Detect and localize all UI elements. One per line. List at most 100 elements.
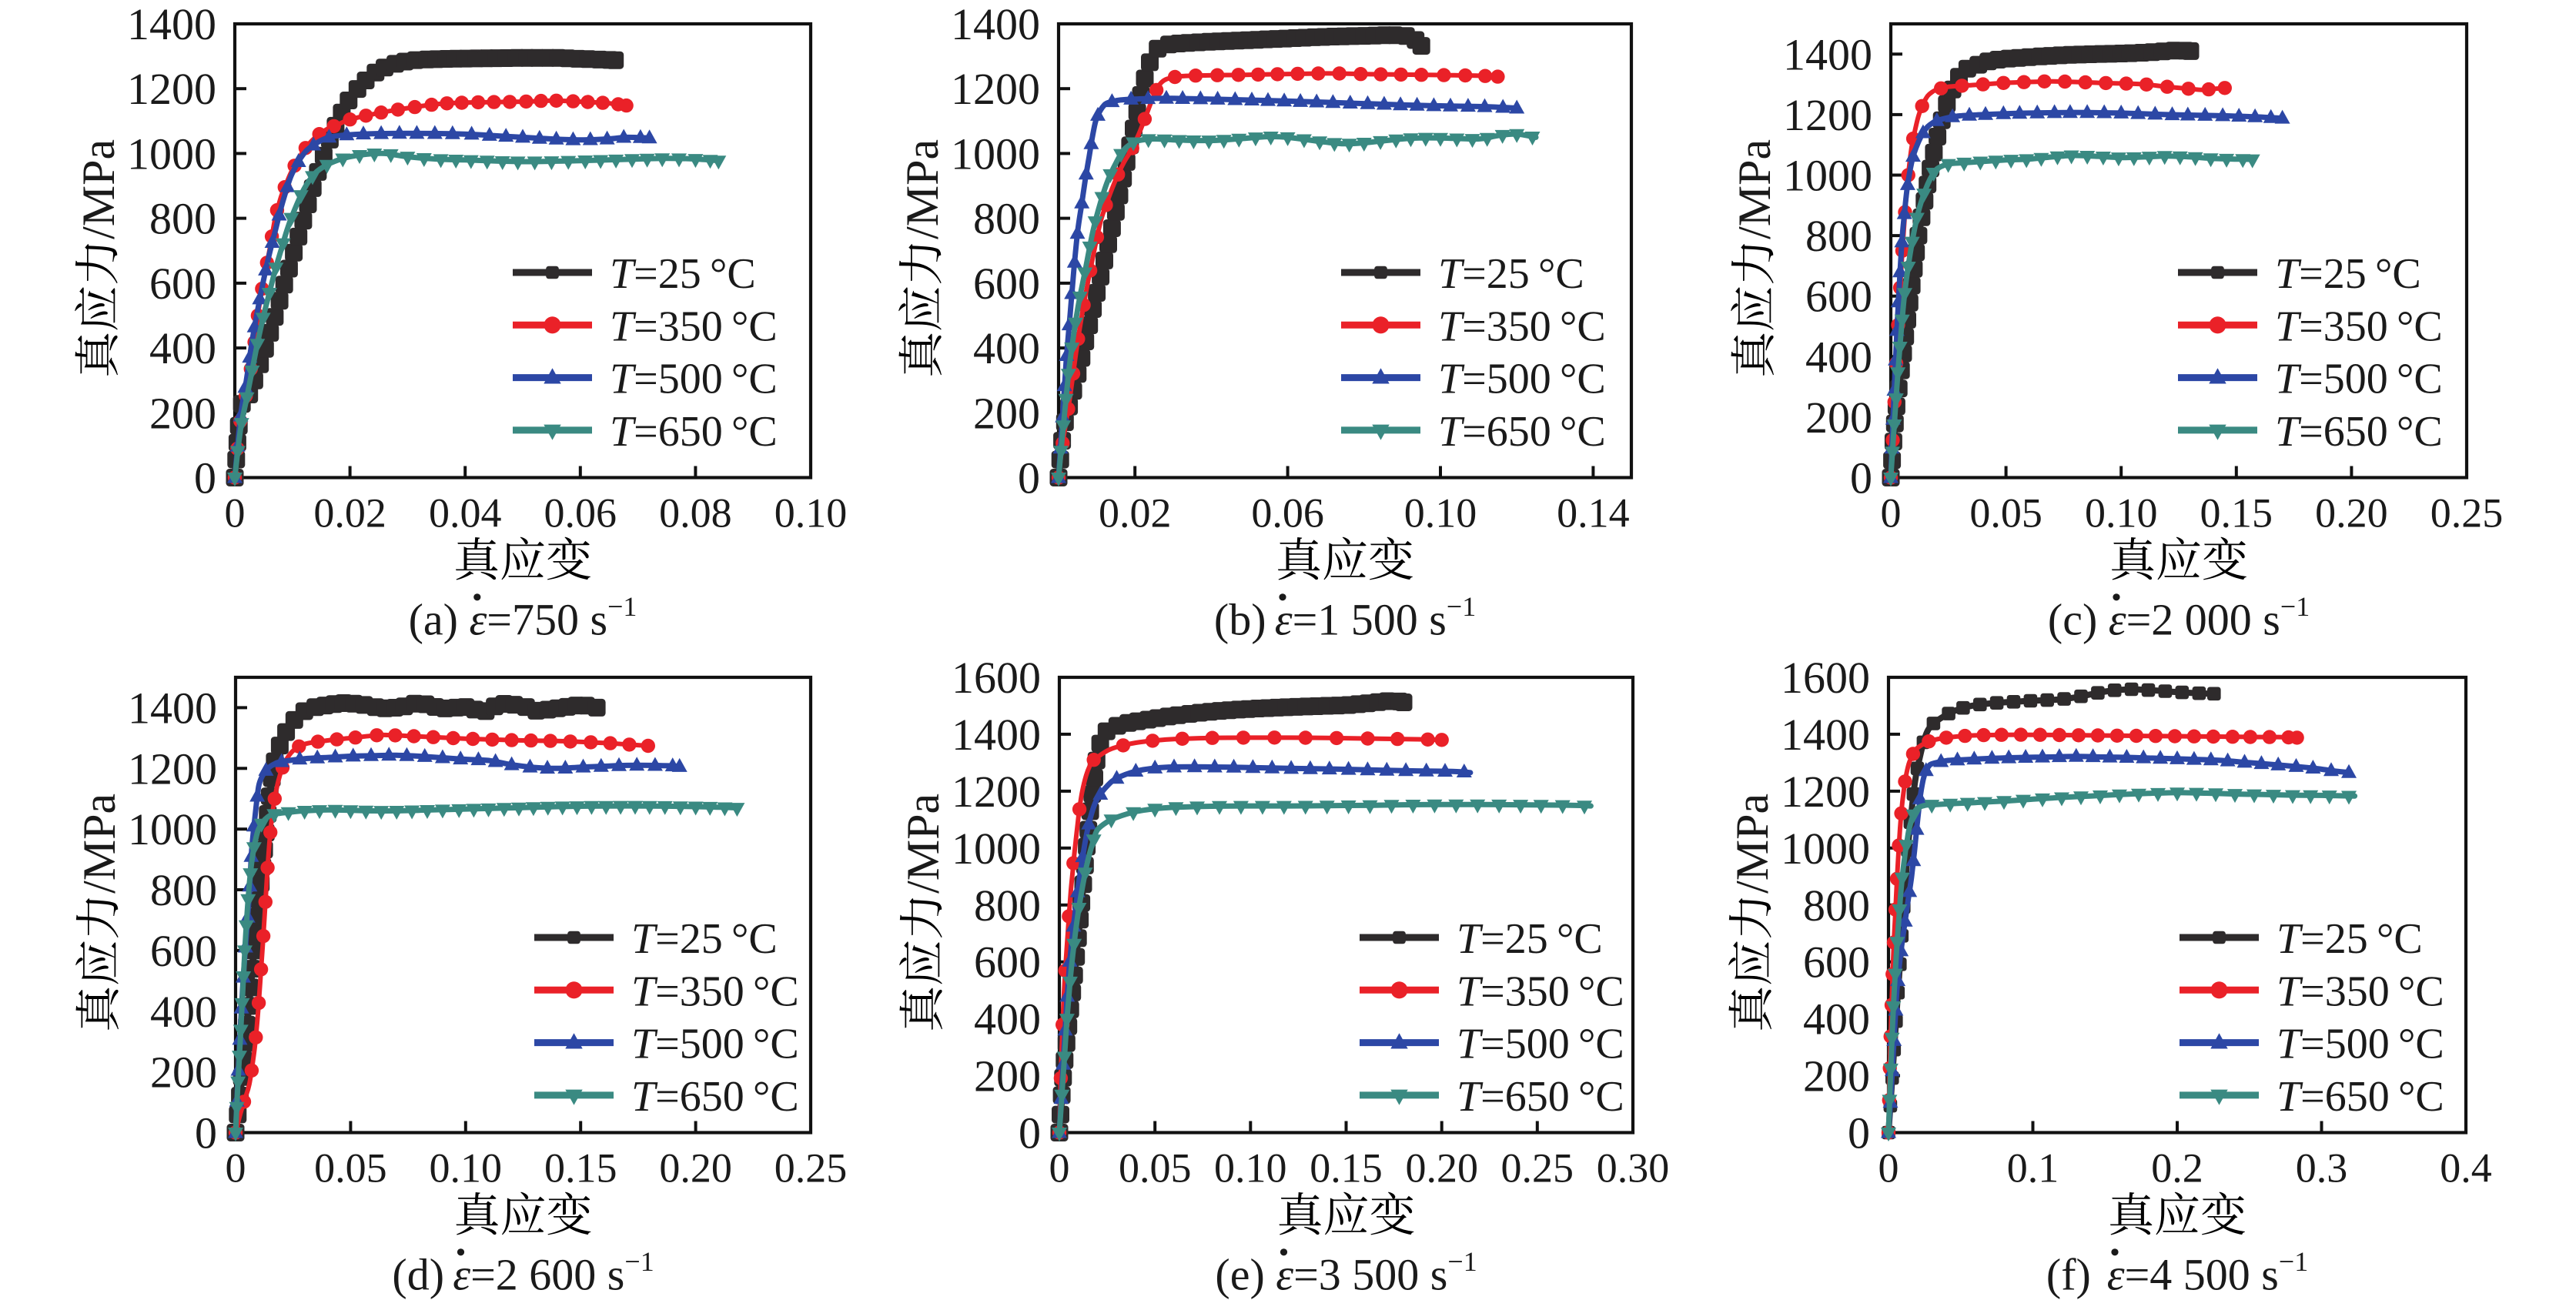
svg-text:0.10: 0.10 xyxy=(1214,1145,1287,1191)
svg-text:0.25: 0.25 xyxy=(774,1145,848,1191)
svg-text:0.25: 0.25 xyxy=(1501,1145,1574,1191)
svg-text:200: 200 xyxy=(150,1048,217,1098)
svg-text:0.04: 0.04 xyxy=(429,490,502,536)
svg-text:T=350 °C: T=350 °C xyxy=(2277,967,2444,1015)
svg-text:0: 0 xyxy=(226,1145,246,1191)
svg-text:=2 000 s: =2 000 s xyxy=(2126,595,2280,645)
svg-text:0.15: 0.15 xyxy=(1310,1145,1383,1191)
svg-text:200: 200 xyxy=(1805,393,1872,443)
svg-text:1200: 1200 xyxy=(952,767,1041,817)
svg-text:800: 800 xyxy=(1803,881,1870,931)
svg-text:0: 0 xyxy=(195,1108,217,1158)
svg-text:0: 0 xyxy=(1049,1145,1070,1191)
svg-text:800: 800 xyxy=(973,194,1040,244)
svg-text:1400: 1400 xyxy=(1781,710,1870,760)
svg-text:0: 0 xyxy=(1018,453,1040,503)
svg-text:1000: 1000 xyxy=(952,824,1041,874)
svg-text:ε: ε xyxy=(453,1250,470,1300)
svg-text:(d): (d) xyxy=(392,1250,444,1300)
svg-text:800: 800 xyxy=(974,881,1041,931)
svg-text:T=650 °C: T=650 °C xyxy=(1438,408,1606,456)
svg-text:/MPa: /MPa xyxy=(73,139,124,239)
svg-text:T=650 °C: T=650 °C xyxy=(2275,408,2443,456)
svg-text:200: 200 xyxy=(974,1051,1041,1101)
svg-text:T=500 °C: T=500 °C xyxy=(1457,1021,1624,1068)
svg-text:T=25 °C: T=25 °C xyxy=(1438,250,1584,298)
svg-text:−1: −1 xyxy=(2279,1246,2308,1277)
svg-text:0.06: 0.06 xyxy=(544,490,617,536)
svg-text:T=25 °C: T=25 °C xyxy=(610,250,756,298)
svg-text:0.10: 0.10 xyxy=(774,490,848,536)
svg-text:0: 0 xyxy=(194,453,216,503)
svg-text:200: 200 xyxy=(1803,1051,1870,1101)
svg-text:0.10: 0.10 xyxy=(1404,490,1477,536)
svg-text:1600: 1600 xyxy=(952,653,1041,703)
svg-text:(a): (a) xyxy=(409,595,458,645)
svg-text:T=350 °C: T=350 °C xyxy=(610,302,778,350)
svg-text:/MPa: /MPa xyxy=(1729,139,1780,239)
svg-text:T=650 °C: T=650 °C xyxy=(631,1073,799,1121)
svg-text:/MPa: /MPa xyxy=(897,139,948,239)
svg-text:400: 400 xyxy=(1805,332,1872,382)
svg-text:−1: −1 xyxy=(1447,591,1476,622)
svg-text:ε: ε xyxy=(2107,1250,2125,1300)
svg-text:400: 400 xyxy=(149,323,216,373)
svg-text:0: 0 xyxy=(225,490,246,536)
svg-text:=750 s: =750 s xyxy=(487,595,607,645)
svg-text:1000: 1000 xyxy=(1781,824,1870,874)
svg-text:T=350 °C: T=350 °C xyxy=(631,967,799,1015)
svg-text:0.25: 0.25 xyxy=(2430,490,2504,536)
svg-text:T=650 °C: T=650 °C xyxy=(2277,1073,2444,1121)
svg-text:800: 800 xyxy=(1805,211,1872,261)
svg-text:600: 600 xyxy=(973,259,1040,309)
svg-text:=1 500 s: =1 500 s xyxy=(1293,595,1447,645)
svg-text:T=650 °C: T=650 °C xyxy=(1457,1073,1624,1121)
svg-text:(c): (c) xyxy=(2048,595,2097,645)
svg-text:ε: ε xyxy=(470,595,487,645)
svg-text:600: 600 xyxy=(974,937,1041,988)
svg-text:1600: 1600 xyxy=(1781,653,1870,703)
svg-text:0: 0 xyxy=(1019,1108,1041,1158)
svg-text:0: 0 xyxy=(1881,490,1902,536)
svg-text:200: 200 xyxy=(973,388,1040,438)
svg-text:400: 400 xyxy=(973,323,1040,373)
svg-text:200: 200 xyxy=(149,388,216,438)
svg-text:0.4: 0.4 xyxy=(2440,1145,2492,1191)
svg-text:0.30: 0.30 xyxy=(1597,1145,1670,1191)
svg-text:/MPa: /MPa xyxy=(74,794,125,894)
svg-text:1000: 1000 xyxy=(951,129,1040,179)
svg-text:−1: −1 xyxy=(1447,1246,1477,1277)
svg-text:1200: 1200 xyxy=(128,744,217,794)
svg-text:=2 600 s: =2 600 s xyxy=(470,1250,624,1300)
svg-text:(f): (f) xyxy=(2046,1250,2091,1300)
svg-text:0: 0 xyxy=(1848,1108,1870,1158)
svg-text:0: 0 xyxy=(1850,453,1872,503)
svg-text:0.20: 0.20 xyxy=(659,1145,732,1191)
svg-text:(e): (e) xyxy=(1215,1250,1264,1300)
svg-text:T=25 °C: T=25 °C xyxy=(631,915,778,963)
svg-text:1200: 1200 xyxy=(127,64,216,114)
svg-text:400: 400 xyxy=(1803,994,1870,1044)
svg-text:0.14: 0.14 xyxy=(1557,490,1630,536)
svg-text:ε: ε xyxy=(2109,595,2126,645)
svg-text:1400: 1400 xyxy=(128,683,217,733)
svg-text:=4 500 s: =4 500 s xyxy=(2125,1250,2279,1300)
svg-text:=3 500 s: =3 500 s xyxy=(1293,1250,1447,1300)
svg-text:T=350 °C: T=350 °C xyxy=(2275,302,2443,350)
svg-text:T=650 °C: T=650 °C xyxy=(610,408,778,456)
svg-text:ε: ε xyxy=(1276,1250,1293,1300)
svg-text:0.2: 0.2 xyxy=(2151,1145,2203,1191)
svg-text:400: 400 xyxy=(150,987,217,1037)
svg-text:0.10: 0.10 xyxy=(2085,490,2158,536)
svg-text:600: 600 xyxy=(1803,937,1870,988)
svg-text:800: 800 xyxy=(150,865,217,915)
svg-text:0.05: 0.05 xyxy=(314,1145,387,1191)
svg-text:−1: −1 xyxy=(2280,591,2310,622)
svg-text:T=500 °C: T=500 °C xyxy=(631,1021,799,1068)
svg-text:T=500 °C: T=500 °C xyxy=(2277,1021,2444,1068)
svg-text:1200: 1200 xyxy=(951,64,1040,114)
svg-text:0.08: 0.08 xyxy=(659,490,732,536)
svg-text:−1: −1 xyxy=(607,591,637,622)
svg-text:0.15: 0.15 xyxy=(2200,490,2273,536)
svg-text:/MPa: /MPa xyxy=(898,794,948,894)
